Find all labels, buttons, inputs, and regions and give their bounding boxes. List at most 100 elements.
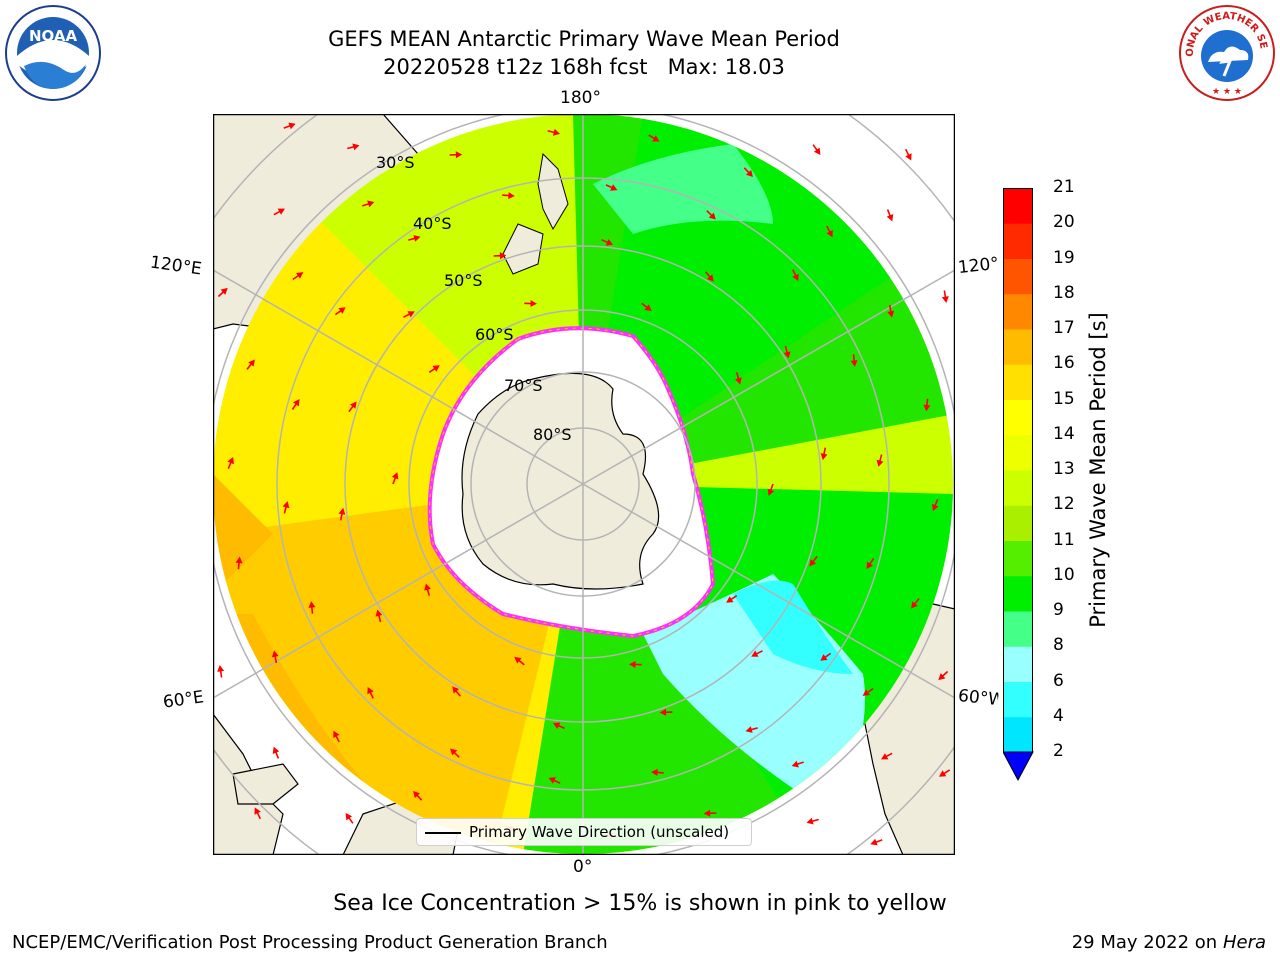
colorbar-band — [1003, 434, 1033, 471]
wave-arrow-head — [809, 559, 817, 567]
colorbar-band — [1003, 399, 1033, 436]
land-antarctica — [461, 372, 660, 590]
wave-arrow-head — [886, 214, 894, 222]
wave-arrow-head — [345, 813, 353, 821]
colorbar-band — [1003, 293, 1033, 330]
lat-label-50s: 50°S — [444, 271, 483, 290]
map-panel — [213, 114, 955, 855]
legend-label: Primary Wave Direction (unscaled) — [469, 823, 730, 841]
wave-arrow-head — [941, 296, 949, 303]
lon-label-120w: 120°W — [957, 253, 999, 279]
wave-arrow-head — [703, 809, 711, 817]
wave-arrow-head — [806, 817, 814, 825]
colorbar-tick-label: 10 — [1053, 564, 1075, 585]
colorbar-tick-label: 6 — [1053, 670, 1064, 691]
wave-arrow-head — [905, 153, 912, 161]
wave-arrow-head — [413, 235, 421, 242]
wave-arrow-head — [338, 307, 346, 314]
wave-direction-arrows — [217, 122, 951, 846]
wave-arrow-head — [450, 748, 458, 756]
map-title: GEFS MEAN Antarctic Primary Wave Mean Pe… — [328, 27, 840, 51]
wave-arrow-head — [923, 404, 931, 412]
wave-arrow-head — [254, 807, 261, 815]
run-date: 29 May 2022 on Hera — [1071, 932, 1266, 953]
wave-arrow-head — [552, 128, 561, 136]
wave-arrow-head — [651, 768, 658, 776]
wave-arrow-head — [367, 687, 374, 695]
wave-arrow-head — [820, 654, 828, 661]
wave-arrow-head — [217, 665, 225, 672]
wave-arrow-head — [530, 300, 537, 308]
wave-arrow-head — [367, 200, 375, 208]
wave-arrow-head — [282, 501, 290, 509]
land-new-zealand — [537, 152, 569, 231]
wave-arrow-head — [820, 453, 828, 461]
wave-arrow-head — [308, 601, 316, 608]
colorbar-extend-triangle — [1003, 751, 1034, 782]
wave-arrow-head — [862, 689, 870, 696]
sea-ice-note: Sea Ice Concentration > 15% is shown in … — [333, 891, 947, 916]
colorbar-band — [1003, 611, 1033, 647]
wave-arrow-head — [887, 310, 895, 318]
wave-arrow-head — [548, 777, 556, 784]
wave-arrow-head — [866, 561, 873, 569]
wave-arrow-head — [726, 596, 734, 603]
colorbar-band — [1003, 470, 1033, 506]
wave-arrow-head — [552, 722, 561, 729]
wave-arrow-head — [352, 143, 360, 151]
wave-arrow-head — [870, 838, 878, 846]
lon-label-60w: 60°W — [957, 685, 999, 711]
wave-arrow-head — [644, 304, 652, 312]
lat-label-40s: 40°S — [413, 214, 452, 233]
colorbar-tick-label: 4 — [1053, 705, 1064, 726]
credit-text: NCEP/EMC/Verification Post Processing Pr… — [12, 932, 608, 953]
wave-arrow-head — [391, 472, 399, 480]
wave-arrow-head — [932, 503, 939, 512]
noaa-logo: NOAA — [5, 5, 101, 101]
colorbar-tick-label: 9 — [1053, 600, 1064, 620]
wave-arrow-head — [629, 660, 636, 668]
colorbar-tick-label: 21 — [1053, 177, 1075, 197]
wave-arrow-head — [296, 272, 304, 279]
lat-label-80s: 80°S — [533, 425, 572, 444]
wave-arrow-head — [850, 360, 858, 367]
wave-arrow-head — [508, 192, 515, 200]
wave-arrow-head — [220, 287, 228, 295]
wave-arrow-head — [876, 459, 884, 467]
colorbar-band — [1003, 223, 1033, 259]
wave-arrow-head — [338, 507, 346, 515]
wave-arrow-head — [424, 583, 431, 591]
wave-arrow-head — [735, 377, 742, 385]
map-subtitle: 20220528 t12z 168h fcst Max: 18.03 — [383, 55, 785, 79]
colorbar-band — [1003, 575, 1033, 612]
lon-label-0: 0° — [573, 857, 593, 877]
colorbar-band — [1003, 188, 1033, 224]
wave-arrow-head — [455, 151, 463, 159]
wave-arrow-head — [659, 708, 667, 716]
colorbar-band — [1003, 258, 1033, 295]
wave-arrow-head — [708, 212, 716, 220]
colorbar-band — [1003, 716, 1033, 753]
wave-arrow-head — [911, 601, 918, 609]
wave-arrow-head — [413, 790, 421, 799]
wave-arrow-head — [767, 488, 775, 496]
wave-arrow-head — [288, 122, 296, 130]
wave-arrow-head — [745, 169, 753, 178]
colorbar-tick-label: 19 — [1053, 247, 1075, 268]
wave-arrow-head — [514, 656, 522, 664]
colorbar-band — [1003, 364, 1033, 400]
wave-arrow-head — [783, 351, 791, 359]
longitude-grid — [213, 114, 955, 855]
wave-arrow-head — [375, 609, 383, 617]
wave-arrow-head — [938, 673, 946, 681]
lon-label-180: 180° — [560, 88, 601, 108]
wave-arrow-head — [792, 273, 799, 281]
colorbar-tick-label: 18 — [1053, 282, 1075, 303]
colorbar — [1003, 188, 1034, 782]
colorbar-band — [1003, 329, 1033, 365]
wave-arrow-head — [610, 184, 618, 191]
colorbar-tick-label: 17 — [1053, 318, 1075, 338]
colorbar-band — [1003, 681, 1033, 718]
wave-arrow-head — [277, 208, 285, 215]
lat-label-70s: 70°S — [504, 376, 543, 395]
